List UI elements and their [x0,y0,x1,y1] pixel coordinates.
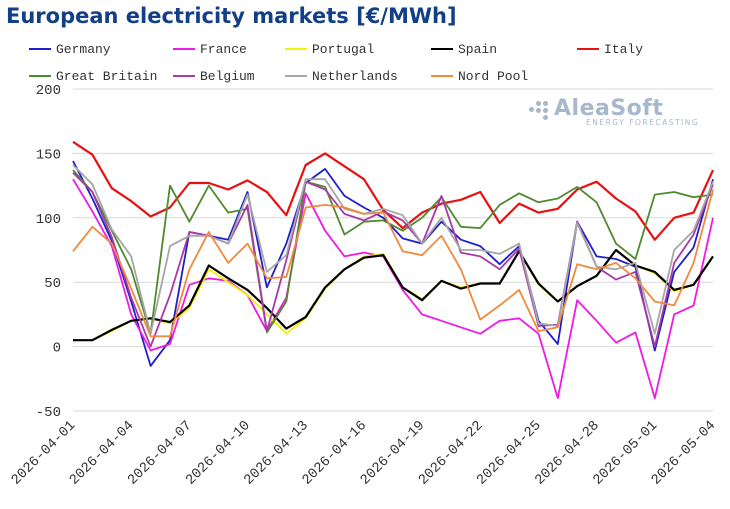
legend-label: Portugal [312,41,375,57]
logo-name: AleaSoft [554,96,664,121]
legend-item-italy: Italy [577,40,643,58]
legend-item-germany: Germany [29,40,111,58]
series-line-nord-pool [72,189,714,338]
y-tick-label: 0 [53,341,61,357]
legend-item-spain: Spain [431,40,497,58]
legend-item-france: France [173,40,247,58]
legend-swatch [285,48,307,50]
legend-swatch [29,75,51,77]
legend-swatch [431,75,453,77]
logo-tagline: ENERGY FORECASTING [586,118,700,127]
logo-dots-icon [529,100,551,121]
legend: Germany France Portugal Spain Italy Great Bri… [0,0,730,90]
legend-swatch [29,48,51,50]
legend-label: Nord Pool [458,68,529,84]
legend-swatch [173,75,195,77]
legend-label: Italy [604,41,644,57]
series-line-germany [72,160,714,367]
series-lines [72,140,715,400]
y-tick-label: 50 [44,276,61,292]
y-axis-ticks: -50 0 50 100 150 200 [36,83,61,421]
series-line-belgium [72,172,714,348]
legend-item-great-britain: Great Britain [29,67,157,85]
legend-label: Spain [458,41,498,57]
legend-label: Belgium [200,68,255,84]
legend-swatch [577,48,599,50]
legend-item-nord-pool: Nord Pool [431,67,528,85]
series-line-italy [72,140,715,241]
series-line-great-britain [72,169,714,335]
legend-swatch [431,48,453,50]
y-tick-label: -50 [36,405,61,421]
y-tick-label: 100 [36,212,61,228]
legend-label: Netherlands [312,68,398,84]
legend-item-portugal: Portugal [285,40,374,58]
y-tick-label: 150 [36,147,61,163]
legend-label: Great Britain [56,68,158,84]
chart-title: European electricity markets [€/MWh] [6,4,457,28]
y-tick-label: 200 [36,83,61,99]
legend-label: France [200,41,247,57]
series-line-spain [73,248,714,342]
aleasoft-logo: AleaSoft ENERGY FORECASTING [529,96,699,127]
legend-swatch [173,48,195,50]
series-line-netherlands [72,164,714,335]
x-axis-ticks: 2026-04-012026-04-042026-04-072026-04-10… [8,418,719,489]
legend-item-netherlands: Netherlands [285,67,398,85]
legend-item-belgium: Belgium [173,67,255,85]
legend-swatch [285,75,307,77]
legend-label: Germany [56,41,111,57]
